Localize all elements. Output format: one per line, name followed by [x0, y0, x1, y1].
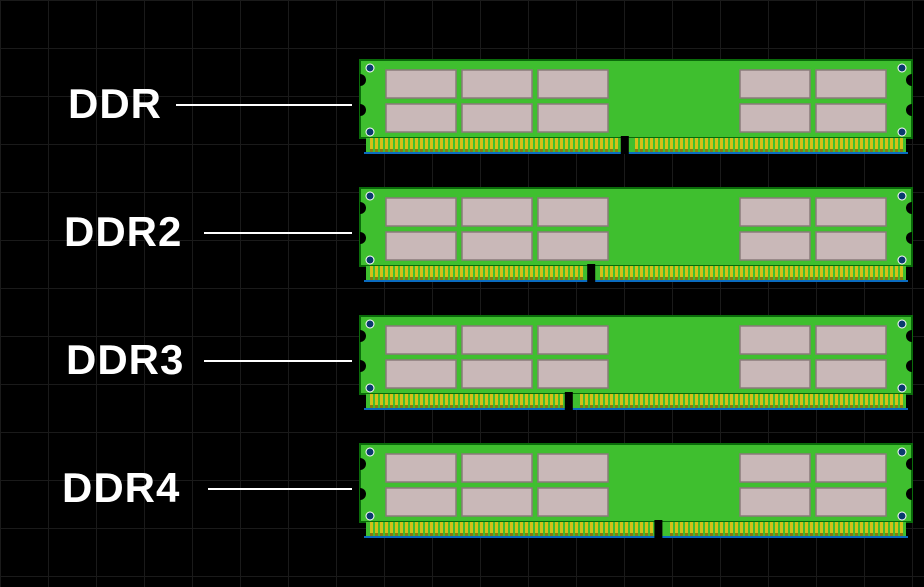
ram-module-ddr2 [356, 182, 916, 287]
label-ddr: DDR [68, 80, 162, 128]
leader-ddr [176, 104, 352, 106]
leader-ddr4 [208, 488, 352, 490]
ram-module-ddr4 [356, 438, 916, 543]
ram-module-ddr [356, 54, 916, 159]
leader-ddr2 [204, 232, 352, 234]
label-ddr4: DDR4 [62, 464, 180, 512]
ram-module-ddr3 [356, 310, 916, 415]
leader-ddr3 [204, 360, 352, 362]
label-ddr3: DDR3 [66, 336, 184, 384]
label-ddr2: DDR2 [64, 208, 182, 256]
